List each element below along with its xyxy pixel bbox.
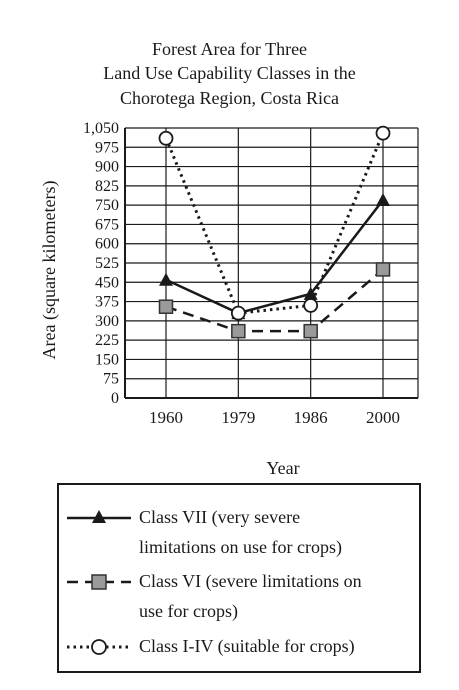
chart-legend: Class VII (very severe limitations on us… [57,483,421,673]
point-class-i-iv [230,305,246,321]
x-tick-label: 1979 [221,408,255,427]
y-tick-label: 975 [95,139,119,156]
point-class-vi [375,262,391,277]
chart-axes [124,128,418,399]
y-tick-label: 0 [111,390,119,407]
x-tick-label: 1960 [149,408,183,427]
point-class-vii [303,286,318,300]
chart-grid [125,127,419,399]
chart-title-line-3: Chorotega Region, Costa Rica [120,88,339,108]
y-tick-label: 675 [95,216,119,233]
x-axis-label: Year [266,458,299,478]
y-tick-label: 600 [95,236,119,253]
point-class-vi [158,299,174,314]
x-axis-ticks: 1960 1979 1986 2000 [149,408,400,427]
y-tick-label: 300 [95,313,119,330]
point-class-i-iv [303,298,319,313]
series-line-class-vii [165,199,384,315]
legend-marker-class-vi [67,574,131,590]
legend-markers [67,510,131,655]
x-tick-label: 1986 [294,408,328,427]
y-tick-label: 825 [95,178,119,195]
point-class-i-iv [158,130,174,146]
legend-class-i-iv-line-1: Class I-IV (suitable for crops) [139,636,355,656]
y-tick-label: 1,050 [83,120,119,137]
legend-marker-class-vii [67,510,131,523]
x-tick-label: 2000 [366,408,400,427]
y-axis-label: Area (square kilometers) [39,181,60,360]
series-class-vii [165,199,384,315]
point-class-i-iv [375,125,391,141]
y-tick-label: 750 [95,197,119,214]
y-tick-label: 225 [95,332,119,349]
chart-title-line-1: Forest Area for Three [151,39,308,59]
legend-class-vi-line-1: Class VI (severe limitations on [139,571,362,591]
chart-title-line-2: Land Use Capability Classes in the [103,63,356,83]
series-line-class-i-iv [164,132,385,315]
line-chart: 0 75 150 225 300 375 450 525 600 675 750 825 900 975 1… [39,120,419,478]
legend-marker-class-i-iv [67,639,131,655]
y-tick-label: 900 [95,159,119,176]
legend-class-vi-line-2: use for crops) [139,601,238,621]
point-class-vi [303,323,318,339]
y-tick-label: 75 [103,371,119,388]
point-class-vii [376,193,390,206]
y-tick-label: 375 [95,294,119,311]
y-axis-ticks: 0 75 150 225 300 375 450 525 600 675 750 825 900 975 1… [83,120,119,407]
y-tick-label: 525 [95,255,119,272]
point-class-vi [231,323,246,339]
series-line-class-vi [165,268,384,333]
legend-class-vii-line-2: limitations on use for crops) [139,537,342,557]
series-class-vi [165,268,384,333]
y-tick-label: 450 [95,274,119,291]
point-class-vii [159,272,173,286]
series-class-i-iv [164,132,385,315]
legend-class-vii-line-1: Class VII (very severe [139,507,301,527]
chart-series [158,125,391,339]
y-tick-label: 150 [95,351,119,368]
